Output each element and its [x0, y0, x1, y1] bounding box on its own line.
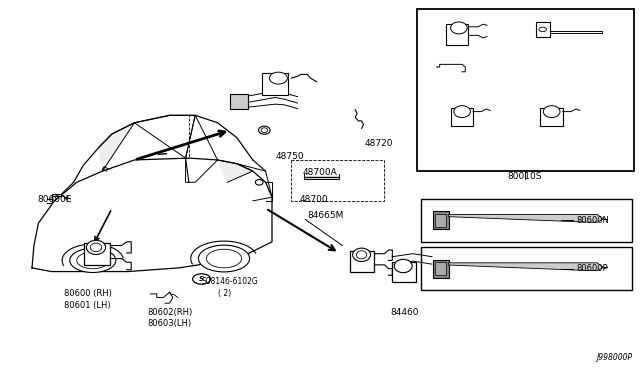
Ellipse shape: [353, 248, 371, 262]
Ellipse shape: [77, 252, 109, 269]
Text: 80601 (LH): 80601 (LH): [64, 301, 111, 310]
Ellipse shape: [269, 72, 287, 84]
Text: 80603(LH): 80603(LH): [147, 319, 191, 328]
Ellipse shape: [394, 259, 412, 273]
Bar: [433, 211, 449, 229]
Text: 80600E: 80600E: [37, 195, 72, 203]
Text: 48700: 48700: [300, 195, 328, 203]
Ellipse shape: [206, 249, 242, 268]
Text: 80600P: 80600P: [576, 264, 607, 273]
Bar: [392, 262, 416, 282]
Polygon shape: [47, 194, 61, 203]
Polygon shape: [449, 263, 604, 271]
Bar: [536, 22, 550, 37]
Bar: [435, 262, 446, 275]
Polygon shape: [218, 160, 253, 182]
Text: J998000P: J998000P: [596, 353, 632, 362]
Ellipse shape: [90, 243, 102, 251]
Bar: [417, 9, 634, 171]
Ellipse shape: [198, 245, 250, 272]
Polygon shape: [150, 292, 173, 303]
Text: 48700A: 48700A: [303, 169, 337, 177]
Ellipse shape: [454, 106, 470, 118]
Ellipse shape: [261, 128, 268, 132]
Text: 48720: 48720: [365, 139, 394, 148]
Bar: [446, 24, 468, 45]
Circle shape: [539, 27, 547, 32]
Bar: [435, 214, 446, 227]
Polygon shape: [99, 123, 134, 171]
Text: 80600N: 80600N: [576, 216, 609, 225]
Bar: [433, 260, 449, 278]
Ellipse shape: [451, 22, 467, 34]
Text: S08146-6102G: S08146-6102G: [202, 278, 259, 286]
Ellipse shape: [70, 248, 116, 272]
Text: 80600 (RH): 80600 (RH): [64, 289, 112, 298]
Bar: [540, 108, 563, 126]
Bar: [84, 243, 110, 265]
Ellipse shape: [259, 126, 270, 134]
Ellipse shape: [356, 251, 367, 259]
Text: 84460: 84460: [390, 308, 419, 317]
Polygon shape: [436, 64, 465, 72]
Text: 48750: 48750: [275, 152, 304, 161]
Bar: [230, 94, 248, 109]
Text: 80602(RH): 80602(RH): [147, 308, 193, 317]
Ellipse shape: [255, 179, 263, 185]
Ellipse shape: [543, 106, 560, 118]
Polygon shape: [449, 214, 604, 222]
Polygon shape: [32, 158, 272, 272]
Bar: [421, 199, 632, 242]
Text: ( 2): ( 2): [218, 289, 231, 298]
Bar: [421, 247, 632, 290]
Text: 80010S: 80010S: [508, 172, 542, 181]
Text: 84665M: 84665M: [307, 211, 344, 220]
Ellipse shape: [86, 240, 106, 254]
Bar: [262, 73, 288, 95]
Bar: [350, 251, 374, 272]
Bar: [451, 108, 473, 126]
Text: S: S: [199, 276, 204, 282]
Circle shape: [193, 274, 211, 284]
